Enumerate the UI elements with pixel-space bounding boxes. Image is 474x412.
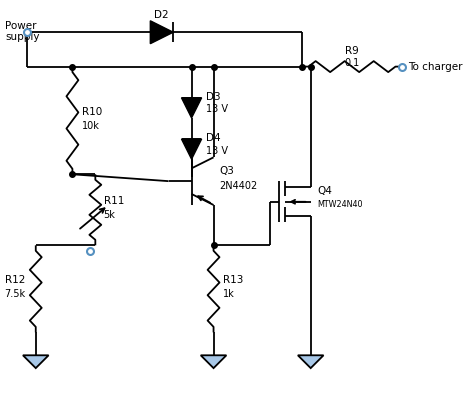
Text: Q4: Q4 — [318, 185, 332, 196]
Text: 1k: 1k — [223, 289, 235, 299]
Polygon shape — [182, 98, 201, 118]
Text: Power
supply: Power supply — [5, 21, 39, 42]
Text: D3: D3 — [206, 91, 221, 102]
Polygon shape — [23, 355, 49, 368]
Text: 13 V: 13 V — [206, 104, 228, 115]
Text: To charger: To charger — [408, 62, 462, 72]
Text: R11: R11 — [104, 196, 124, 206]
Text: R10: R10 — [82, 107, 102, 117]
Polygon shape — [182, 139, 201, 159]
Text: R9: R9 — [345, 46, 359, 56]
Text: 10k: 10k — [82, 121, 100, 131]
Text: 5k: 5k — [104, 210, 116, 220]
Text: 13 V: 13 V — [206, 146, 228, 156]
Text: R12: R12 — [5, 275, 25, 286]
Text: Q3: Q3 — [219, 166, 234, 176]
Text: 2N4402: 2N4402 — [219, 181, 257, 192]
Polygon shape — [150, 21, 173, 44]
Text: D2: D2 — [155, 9, 169, 20]
Text: MTW24N40: MTW24N40 — [318, 200, 363, 209]
Text: D4: D4 — [206, 133, 221, 143]
Polygon shape — [201, 355, 227, 368]
Polygon shape — [298, 355, 324, 368]
Text: 7.5k: 7.5k — [5, 289, 26, 299]
Text: R13: R13 — [223, 275, 243, 286]
Text: 0.1: 0.1 — [344, 58, 360, 68]
